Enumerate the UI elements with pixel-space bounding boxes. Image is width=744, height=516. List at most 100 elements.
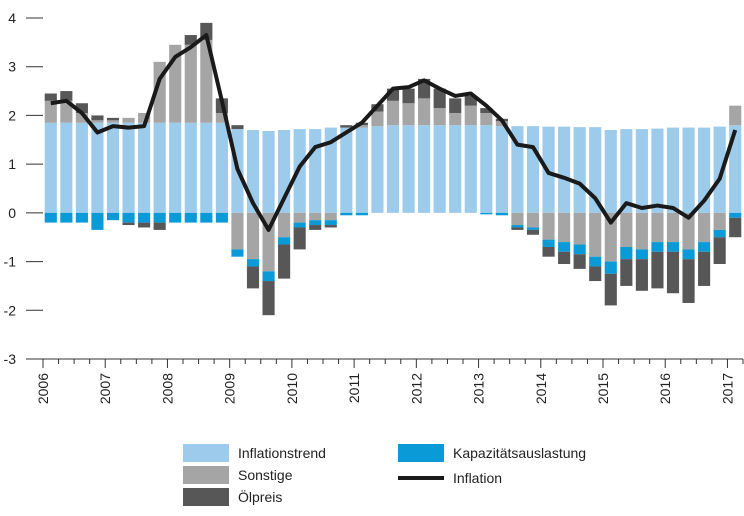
bar-segment bbox=[542, 239, 555, 247]
legend-swatch bbox=[183, 444, 229, 462]
bar-segment bbox=[402, 125, 415, 213]
bar-segment bbox=[589, 256, 602, 267]
x-tick-label: 2008 bbox=[159, 373, 175, 404]
bar-segment bbox=[480, 212, 493, 215]
x-tick-label: 2007 bbox=[97, 373, 113, 404]
bar-segment bbox=[91, 212, 104, 230]
bar-segment bbox=[449, 98, 462, 113]
y-tick-label: -1 bbox=[4, 254, 17, 270]
bar-segment bbox=[309, 220, 322, 226]
bar-segment bbox=[371, 111, 384, 127]
bar-segment bbox=[184, 35, 197, 45]
bar-segment bbox=[729, 125, 742, 213]
bar-segment bbox=[60, 212, 73, 223]
bar-segment bbox=[340, 127, 353, 213]
bar-segment bbox=[262, 281, 275, 316]
bar-segment bbox=[75, 122, 88, 213]
legend-label: Inflationstrend bbox=[238, 445, 326, 461]
bar-segment bbox=[44, 100, 57, 123]
bar-segment bbox=[91, 122, 104, 213]
bar-segment bbox=[635, 249, 648, 260]
bar-segment bbox=[262, 131, 275, 213]
bar-segment bbox=[215, 212, 228, 223]
x-tick-label: 2016 bbox=[657, 373, 673, 404]
x-tick-label: 2015 bbox=[595, 373, 611, 404]
bar-segment bbox=[418, 125, 431, 213]
bar-segment bbox=[620, 246, 633, 260]
bar-segment bbox=[542, 212, 555, 240]
bar-segment bbox=[246, 266, 260, 289]
y-tick-label: 1 bbox=[8, 156, 16, 172]
legend-label: Inflation bbox=[453, 470, 502, 486]
bar-segment bbox=[604, 130, 617, 213]
bar-segment bbox=[635, 212, 648, 250]
bar-segment bbox=[122, 122, 135, 213]
bar-segment bbox=[682, 212, 695, 250]
bar-segment bbox=[215, 122, 228, 213]
bar-segment bbox=[386, 100, 400, 126]
bar-segment bbox=[604, 212, 617, 262]
bar-segment bbox=[698, 127, 711, 213]
bar-segment bbox=[293, 227, 306, 250]
bar-segment bbox=[106, 120, 120, 123]
bar-segment bbox=[215, 112, 228, 123]
legend-label: Kapazitätsauslastung bbox=[453, 445, 586, 461]
bar-segment bbox=[604, 261, 617, 274]
bar-segment bbox=[651, 251, 664, 289]
bar-segment bbox=[573, 212, 586, 245]
bar-segment bbox=[122, 222, 135, 226]
bar-segment bbox=[44, 122, 57, 213]
bar-segment bbox=[355, 125, 368, 128]
bar-segment bbox=[386, 125, 400, 213]
bar-segment bbox=[651, 242, 664, 252]
bar-segment bbox=[635, 129, 648, 213]
bar-segment bbox=[480, 112, 493, 126]
bar-segment bbox=[558, 251, 571, 265]
bar-segment bbox=[355, 212, 368, 216]
bar-segment bbox=[138, 222, 151, 228]
bar-segment bbox=[698, 212, 711, 243]
bar-segment bbox=[355, 127, 368, 213]
bar-segment bbox=[713, 126, 726, 213]
legend-label: Ölpreis bbox=[238, 488, 282, 505]
bar-segment bbox=[542, 246, 555, 257]
bar-segment bbox=[573, 127, 586, 213]
bar-segment bbox=[464, 95, 477, 106]
x-tick-label: 2006 bbox=[35, 373, 51, 404]
x-tick-label: 2013 bbox=[471, 373, 487, 404]
y-tick-label: 3 bbox=[8, 59, 16, 75]
legend-swatch bbox=[183, 488, 229, 506]
bar-segment bbox=[604, 273, 617, 306]
bar-segment bbox=[138, 112, 151, 123]
y-tick-label: -3 bbox=[4, 351, 17, 367]
bar-segment bbox=[651, 212, 664, 243]
bar-segment bbox=[138, 212, 151, 223]
legend-swatch bbox=[398, 444, 444, 462]
bar-segment bbox=[169, 212, 182, 223]
x-tick-label: 2010 bbox=[284, 373, 300, 404]
bar-segment bbox=[682, 249, 695, 260]
bar-segment bbox=[262, 271, 275, 282]
bar-segment bbox=[666, 212, 680, 243]
bar-segment bbox=[589, 266, 602, 282]
bar-segment bbox=[153, 222, 166, 230]
bar-segment bbox=[573, 244, 586, 255]
bar-segment bbox=[620, 212, 633, 247]
bar-segment bbox=[44, 212, 57, 223]
bar-segment bbox=[526, 227, 540, 230]
legend-label: Sonstige bbox=[238, 467, 293, 483]
bar-segment bbox=[558, 212, 571, 243]
bar-segment bbox=[371, 126, 384, 213]
bar-segment bbox=[511, 225, 524, 228]
bar-segment bbox=[449, 125, 462, 213]
bar-segment bbox=[433, 125, 446, 213]
bar-segment bbox=[526, 126, 540, 213]
bar-segment bbox=[278, 237, 291, 245]
bar-segment bbox=[138, 122, 151, 213]
bar-segment bbox=[324, 127, 337, 213]
bar-segment bbox=[558, 242, 571, 252]
bar-segment bbox=[324, 212, 337, 221]
bar-segment bbox=[620, 129, 633, 213]
x-tick-label: 2009 bbox=[222, 373, 238, 404]
bar-segment bbox=[340, 212, 353, 216]
